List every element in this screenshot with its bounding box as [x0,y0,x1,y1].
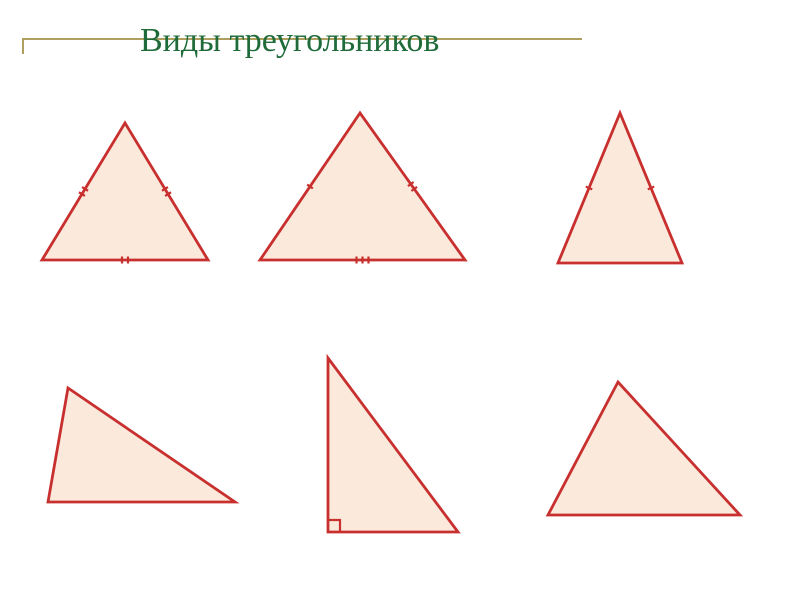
triangle-scalene-acute [250,105,475,270]
triangle-shape [250,105,475,270]
triangle-obtuse-left [40,370,245,520]
triangle-isosceles [540,105,700,275]
triangle-shape [300,350,470,545]
triangle-shape [540,370,750,530]
triangle-shape [30,115,220,270]
page-title: Виды треугольников [140,22,439,60]
triangle-right-triangle [300,350,470,545]
triangle-shape [540,105,700,275]
triangle-obtuse-right [540,370,750,530]
triangle-equilateral [30,115,220,270]
triangle-shape [40,370,245,520]
